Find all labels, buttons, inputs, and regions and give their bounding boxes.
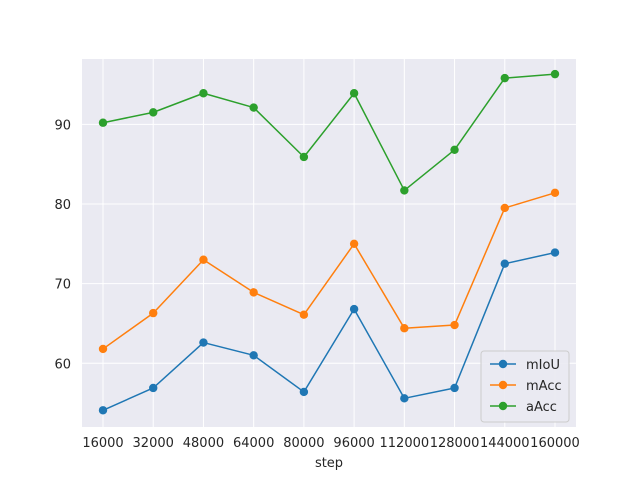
x-tick-label: 96000 [333,436,374,451]
x-tick-label: 80000 [283,436,324,451]
x-tick-label: 144000 [480,436,530,451]
legend-label-miou: mIoU [526,358,560,373]
x-tick-labels: 16000 32000 48000 64000 80000 96000 112000 1280… [82,436,580,451]
data-point-miou [249,351,258,360]
series-macc [98,188,560,354]
data-point-macc [249,288,258,297]
series-group [98,69,560,415]
data-point-miou [149,383,158,393]
legend-item-aacc: aAcc [490,400,557,415]
x-tick-label: 32000 [133,436,174,451]
data-point-macc [199,255,208,264]
y-tick-label: 90 [54,118,71,133]
y-tick-label: 60 [54,357,71,372]
data-point-miou [400,394,409,403]
x-tick-label: 112000 [380,436,430,451]
legend-marker-miou [498,359,508,369]
data-point-aacc [249,103,258,112]
data-point-macc [500,203,509,213]
y-tick-label: 80 [54,198,71,213]
data-point-aacc [98,118,108,127]
legend-item-macc: mAcc [490,379,562,394]
y-tick-labels: 60 70 80 90 [54,118,71,372]
data-point-miou [500,259,509,268]
data-point-miou [299,387,309,397]
series-miou [98,248,560,415]
data-point-macc [550,188,560,198]
data-point-miou [550,248,560,257]
series-line-miou [102,251,556,411]
legend-marker-macc [498,380,508,390]
data-point-macc [400,324,409,333]
data-point-miou [199,338,208,347]
series-line-aacc [102,73,556,192]
data-point-macc [98,344,108,354]
data-point-macc [149,308,158,318]
data-point-miou [98,406,108,415]
legend-label-macc: mAcc [526,379,562,394]
legend-label-aacc: aAcc [526,400,557,415]
data-point-aacc [400,186,409,195]
data-point-macc [349,239,359,248]
y-tick-label: 70 [54,278,71,293]
x-tick-label: 128000 [430,436,480,451]
data-point-aacc [149,108,158,117]
data-point-aacc [450,145,459,155]
data-point-aacc [349,89,359,98]
data-point-miou [450,383,459,393]
series-aacc [98,69,560,195]
data-point-miou [349,304,359,314]
data-point-aacc [199,89,208,98]
series-line-macc [102,192,556,350]
data-point-macc [299,310,309,319]
data-point-aacc [550,69,560,79]
legend-marker-aacc [498,401,508,411]
x-tick-label: 48000 [183,436,224,451]
data-point-aacc [299,152,309,162]
x-tick-label: 16000 [82,436,123,451]
data-point-macc [450,320,459,330]
x-tick-label: 64000 [233,436,274,451]
legend: mIoU mAcc aAcc [480,350,570,423]
x-axis-label: step [315,456,343,471]
data-point-aacc [500,73,509,83]
x-tick-label: 160000 [530,436,580,451]
legend-item-miou: mIoU [490,358,560,373]
